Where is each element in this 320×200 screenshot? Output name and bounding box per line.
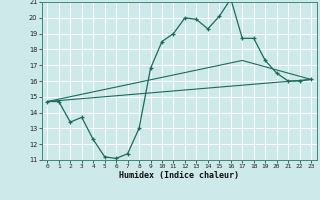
X-axis label: Humidex (Indice chaleur): Humidex (Indice chaleur) [119, 171, 239, 180]
